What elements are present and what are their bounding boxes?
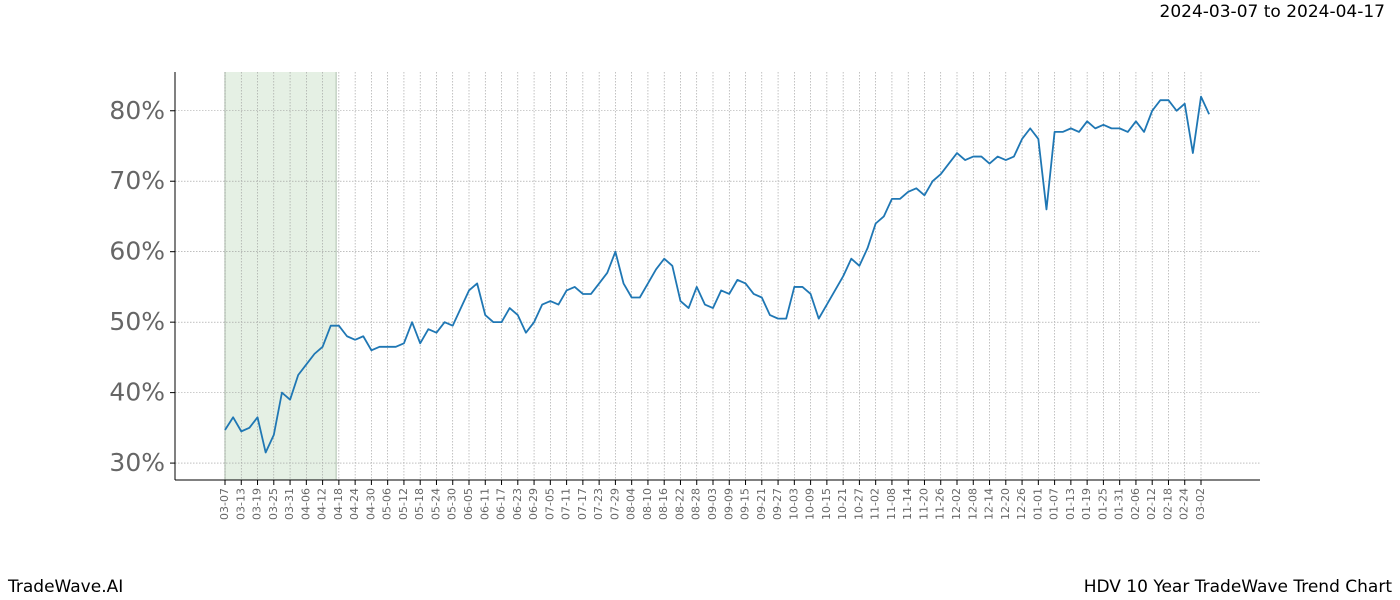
x-tick-label: 02-12 [1145, 488, 1158, 520]
x-tick-label: 10-21 [836, 488, 849, 520]
x-tick-label: 03-02 [1194, 488, 1207, 520]
x-tick-label: 03-07 [218, 488, 231, 520]
chart-title: HDV 10 Year TradeWave Trend Chart [1084, 577, 1393, 597]
x-tick-label: 06-29 [527, 488, 540, 520]
x-tick-label: 09-09 [722, 488, 735, 520]
x-tick-label: 07-17 [576, 488, 589, 520]
x-tick-label: 01-13 [1064, 488, 1077, 520]
x-tick-label: 11-08 [885, 488, 898, 520]
x-tick-label: 02-18 [1161, 488, 1174, 520]
x-tick-label: 03-19 [251, 488, 264, 520]
x-tick-label: 09-03 [706, 488, 719, 520]
x-tick-label: 04-18 [332, 488, 345, 520]
x-tick-label: 10-09 [804, 488, 817, 520]
x-tick-label: 11-20 [917, 488, 930, 520]
x-tick-label: 05-24 [429, 488, 442, 520]
x-tick-label: 12-20 [999, 488, 1012, 520]
x-tick-label: 08-04 [625, 488, 638, 520]
x-tick-label: 03-13 [234, 488, 247, 520]
y-tick-label: 30% [109, 448, 165, 477]
x-tick-label: 11-26 [934, 488, 947, 520]
x-tick-label: 08-10 [641, 488, 654, 520]
trend-line [224, 95, 1210, 454]
y-tick-label: 70% [109, 166, 165, 195]
x-tick-label: 01-25 [1096, 488, 1109, 520]
x-tick-label: 03-25 [267, 488, 280, 520]
x-tick-label: 12-08 [966, 488, 979, 520]
x-tick-label: 06-17 [495, 488, 508, 520]
x-tick-label: 02-06 [1129, 488, 1142, 520]
x-tick-label: 04-24 [348, 488, 361, 520]
y-tick-label: 60% [109, 237, 165, 266]
x-tick-label: 07-23 [592, 488, 605, 520]
x-tick-label: 02-24 [1178, 488, 1191, 520]
x-tick-label: 07-29 [608, 488, 621, 520]
x-tick-label: 11-02 [869, 488, 882, 520]
x-tick-label: 03-31 [283, 488, 296, 520]
x-tick-label: 06-11 [478, 488, 491, 520]
x-tick-label: 12-26 [1015, 488, 1028, 520]
x-tick-label: 06-23 [511, 488, 524, 520]
x-tick-label: 08-22 [673, 488, 686, 520]
x-tick-label: 09-27 [771, 488, 784, 520]
x-tick-label: 05-18 [413, 488, 426, 520]
x-tick-label: 04-30 [364, 488, 377, 520]
x-tick-label: 12-14 [983, 488, 996, 520]
x-tick-label: 07-05 [543, 488, 556, 520]
x-tick-label: 10-03 [787, 488, 800, 520]
x-tick-label: 01-19 [1080, 488, 1093, 520]
x-tick-label: 12-02 [950, 488, 963, 520]
x-tick-label: 10-27 [852, 488, 865, 520]
x-tick-label: 04-06 [299, 488, 312, 520]
x-tick-label: 09-15 [739, 488, 752, 520]
x-tick-label: 11-14 [901, 488, 914, 520]
x-tick-label: 01-07 [1048, 488, 1061, 520]
x-tick-label: 01-31 [1113, 488, 1126, 520]
x-tick-label: 08-16 [657, 488, 670, 520]
y-tick-label: 50% [109, 307, 165, 336]
x-tick-label: 10-15 [820, 488, 833, 520]
chart-subtitle: 2024-03-07 to 2024-04-17 [1160, 2, 1385, 22]
x-tick-label: 01-01 [1031, 488, 1044, 520]
brand: TradeWave.AI [7, 577, 123, 597]
y-tick-label: 80% [109, 96, 165, 125]
x-tick-label: 05-30 [446, 488, 459, 520]
x-tick-label: 09-21 [755, 488, 768, 520]
y-tick-label: 40% [109, 378, 165, 407]
x-tick-label: 05-12 [397, 488, 410, 520]
x-tick-label: 05-06 [381, 488, 394, 520]
x-tick-label: 06-05 [462, 488, 475, 520]
x-tick-label: 08-28 [690, 488, 703, 520]
x-tick-label: 07-11 [560, 488, 573, 520]
x-tick-label: 04-12 [316, 488, 329, 520]
highlight-band [225, 72, 337, 480]
